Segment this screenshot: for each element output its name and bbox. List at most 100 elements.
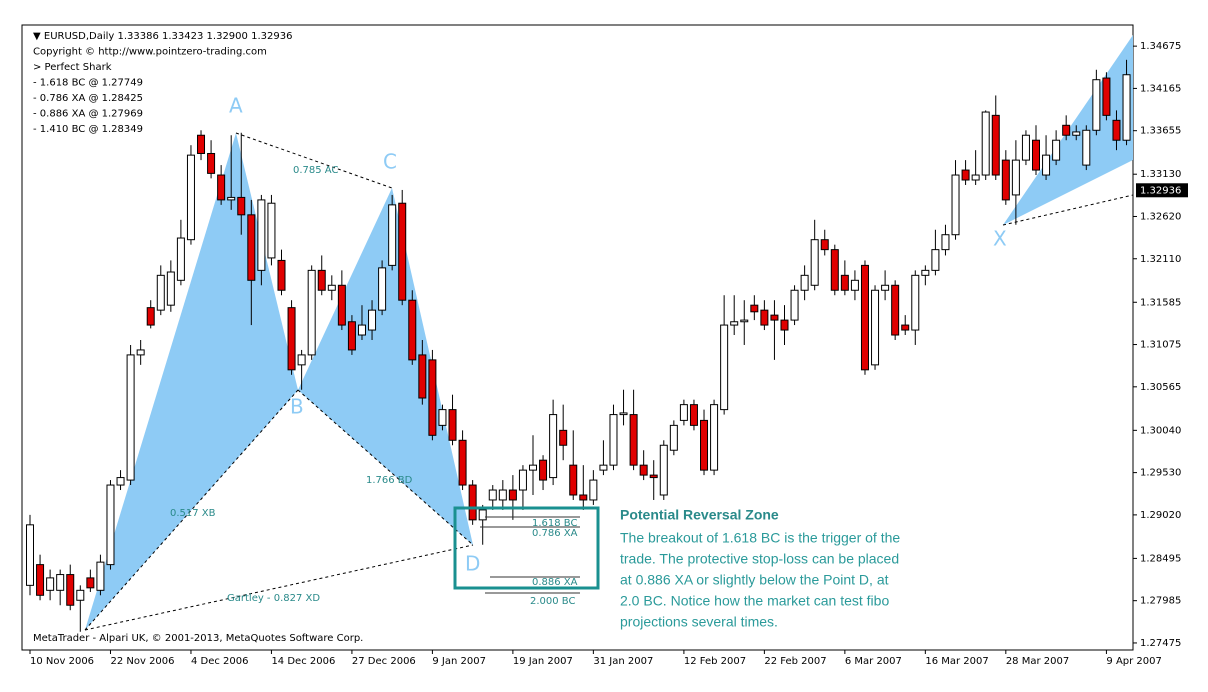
candle-body — [891, 284, 900, 336]
candle-body — [911, 274, 920, 331]
candle-body — [46, 577, 55, 591]
candle-body — [529, 464, 537, 471]
point-label: A — [229, 94, 243, 118]
header-line: - 0.886 XA @ 1.27969 — [33, 109, 143, 120]
candle-body — [810, 239, 819, 286]
candle-body — [820, 239, 829, 251]
last-price-label: 1.32936 — [1140, 185, 1181, 196]
header-line: ▼ EURUSD,Daily 1.33386 1.33423 1.32900 1… — [33, 31, 292, 42]
x-tick-label: 27 Dec 2006 — [352, 656, 416, 667]
x-tick-label: 22 Feb 2007 — [764, 656, 826, 667]
candle-body — [146, 307, 155, 326]
candle-body — [126, 354, 135, 481]
candle-body — [941, 234, 950, 251]
candle-body — [840, 274, 849, 291]
pattern-xab — [85, 133, 298, 630]
candle-body — [1021, 134, 1030, 161]
candle-body — [357, 324, 366, 336]
x-tick-label: 10 Nov 2006 — [30, 656, 94, 667]
candle-body — [860, 264, 869, 371]
candle-body — [901, 324, 910, 331]
ratio-label: 0.517 XB — [170, 508, 216, 519]
candle-body — [498, 489, 507, 501]
x-tick-label: 9 Jan 2007 — [432, 656, 486, 667]
candle-body — [508, 489, 517, 501]
candle-body — [669, 424, 678, 451]
candle-body — [770, 314, 779, 321]
candle-body — [1112, 119, 1121, 141]
box-line: at 0.886 XA or slightly below the Point … — [620, 572, 889, 588]
candle-body — [237, 196, 246, 216]
candle-body — [317, 269, 326, 291]
ratio-label: 0.786 XA — [532, 528, 578, 539]
header: ▼ EURUSD,Daily 1.33386 1.33423 1.32900 1… — [33, 31, 292, 135]
x-tick-label: 12 Feb 2007 — [684, 656, 746, 667]
candle-body — [609, 414, 618, 466]
candle-body — [86, 577, 95, 589]
y-tick-label: 1.34675 — [1140, 41, 1181, 52]
y-tick-label: 1.31585 — [1140, 297, 1181, 308]
y-tick-label: 1.33130 — [1140, 169, 1181, 180]
candle-body — [700, 419, 709, 471]
y-tick-label: 1.27475 — [1140, 638, 1181, 649]
candle-body — [347, 321, 356, 351]
candle-body — [186, 154, 195, 241]
candle-body — [549, 414, 558, 479]
box-line: trade. The protective stop-loss can be p… — [620, 551, 899, 567]
candle-body — [458, 439, 467, 486]
candle-body — [1011, 159, 1020, 196]
candle-body — [418, 354, 427, 399]
candle-body — [649, 474, 658, 479]
candle-body — [1052, 139, 1061, 161]
candle-body — [569, 464, 578, 496]
y-tick-label: 1.32110 — [1140, 254, 1181, 265]
ratio-label: 0.886 XA — [532, 577, 578, 588]
candle-body — [378, 267, 387, 311]
y-tick-label: 1.33655 — [1140, 126, 1181, 137]
candle-body — [850, 279, 859, 291]
box-title: Potential Reversal Zone — [620, 507, 779, 523]
y-tick-label: 1.28495 — [1140, 553, 1181, 564]
candle-body — [197, 134, 206, 154]
candle-body — [760, 309, 769, 326]
candle-body — [438, 409, 447, 426]
candle-body — [619, 412, 628, 416]
candle-body — [931, 249, 940, 271]
candle-body — [579, 494, 588, 501]
candle-body — [871, 289, 880, 366]
x-tick-label: 9 Apr 2007 — [1106, 656, 1161, 667]
candle-body — [116, 477, 125, 486]
y-tick-label: 1.34165 — [1140, 83, 1181, 94]
ratio-label: 0.785 AC — [293, 165, 338, 176]
candle-body — [428, 359, 437, 436]
candle-body — [780, 319, 789, 331]
point-label: D — [465, 552, 480, 576]
x-tick-label: 31 Jan 2007 — [593, 656, 653, 667]
candle-body — [388, 204, 397, 266]
candle-body — [488, 489, 497, 501]
candle-body — [56, 574, 65, 591]
header-line: - 1.410 BC @ 1.28349 — [33, 124, 143, 135]
reversal-zone-box — [453, 506, 600, 590]
candle-body — [1032, 139, 1040, 171]
candle-body — [337, 284, 346, 326]
candle-body — [961, 169, 970, 181]
candle-body — [921, 269, 930, 276]
candle-body — [227, 196, 236, 201]
x-tick-label: 19 Jan 2007 — [513, 656, 573, 667]
candle-body — [66, 574, 75, 606]
box-line: projections several times. — [620, 614, 778, 630]
candle-body — [971, 174, 980, 181]
candle-body — [1072, 131, 1081, 136]
candle-body — [287, 307, 296, 371]
candle-body — [1042, 154, 1051, 176]
candle-body — [720, 324, 729, 411]
ratio-label: 1.618 BC — [532, 518, 577, 529]
candle-body — [629, 414, 638, 466]
point-label: B — [290, 395, 304, 419]
candle-body — [800, 274, 809, 291]
candle-body — [478, 509, 487, 521]
candle-body — [1102, 77, 1111, 116]
candle-body — [559, 429, 568, 446]
